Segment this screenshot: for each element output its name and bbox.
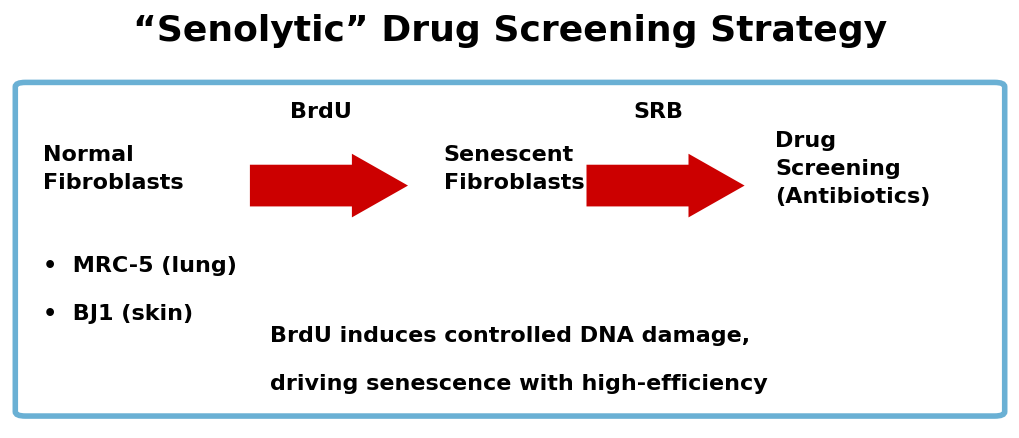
Text: Drug
Screening
(Antibiotics): Drug Screening (Antibiotics)	[774, 131, 929, 207]
Text: •  BJ1 (skin): • BJ1 (skin)	[43, 303, 193, 323]
Text: “Senolytic” Drug Screening Strategy: “Senolytic” Drug Screening Strategy	[132, 14, 887, 48]
FancyArrow shape	[586, 155, 744, 218]
FancyArrow shape	[250, 155, 408, 218]
Text: SRB: SRB	[632, 102, 683, 122]
FancyBboxPatch shape	[15, 83, 1004, 416]
Text: BrdU induces controlled DNA damage,: BrdU induces controlled DNA damage,	[270, 325, 750, 345]
Text: Normal
Fibroblasts: Normal Fibroblasts	[43, 145, 183, 193]
Text: BrdU: BrdU	[290, 102, 352, 122]
Text: •  MRC-5 (lung): • MRC-5 (lung)	[43, 255, 236, 275]
Text: driving senescence with high-efficiency: driving senescence with high-efficiency	[270, 373, 767, 393]
Text: Senescent
Fibroblasts: Senescent Fibroblasts	[443, 145, 584, 193]
